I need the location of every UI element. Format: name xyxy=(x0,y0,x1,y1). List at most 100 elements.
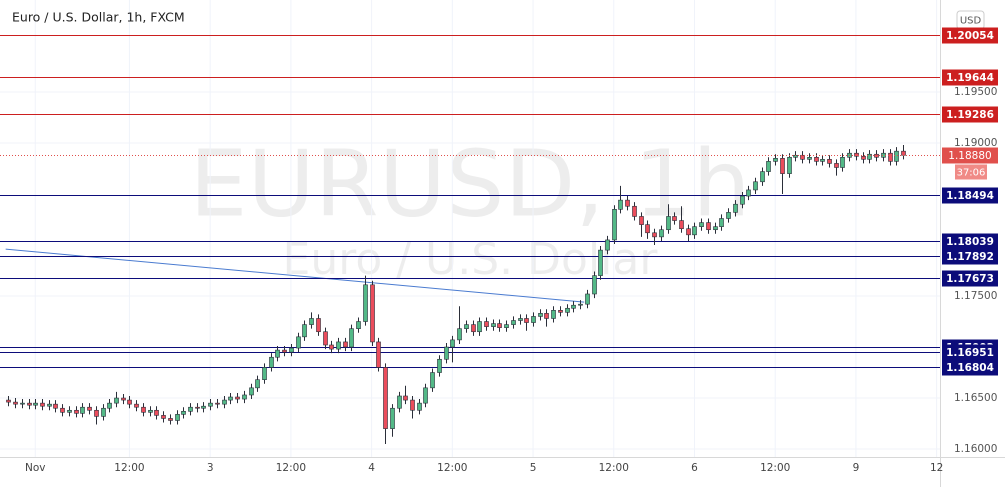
candle-body xyxy=(262,367,267,380)
candle-body xyxy=(894,150,899,162)
candle-body xyxy=(565,307,570,313)
level-label-box xyxy=(942,270,998,287)
candle-body xyxy=(605,239,610,251)
candle-body xyxy=(87,406,92,411)
candle-body xyxy=(316,318,321,333)
level-label-box xyxy=(942,69,998,86)
level-label: 1.19644 xyxy=(946,72,994,84)
level-label-box xyxy=(942,359,998,376)
candle-body xyxy=(592,275,597,295)
y-tick-label: 1.19500 xyxy=(954,86,997,98)
candle-body xyxy=(107,402,112,409)
candle-body xyxy=(47,403,52,407)
candle-body xyxy=(773,158,778,162)
candle-body xyxy=(733,203,738,213)
x-tick-label: 12:00 xyxy=(114,462,144,474)
candle-body xyxy=(141,406,146,413)
candle-body xyxy=(161,415,166,419)
candle-body xyxy=(753,181,758,191)
candle-body xyxy=(397,395,402,409)
countdown-box xyxy=(955,164,987,180)
candle-body xyxy=(208,402,213,407)
candle-body xyxy=(518,318,523,321)
candle-body xyxy=(403,395,408,401)
candle-body xyxy=(80,406,85,414)
candle-body xyxy=(376,341,381,368)
x-tick-label: 12:00 xyxy=(599,462,629,474)
candle-body xyxy=(60,407,65,413)
level-label-box xyxy=(942,27,998,44)
candle-body xyxy=(645,224,650,234)
level-label: 1.18494 xyxy=(946,190,994,202)
candle-body xyxy=(410,399,415,411)
candle-body xyxy=(323,331,328,346)
candle-body xyxy=(578,303,583,306)
chart-title: Euro / U.S. Dollar, 1h, FXCM xyxy=(12,10,185,25)
candle-body xyxy=(33,402,38,406)
y-tick-label: 1.19000 xyxy=(954,137,997,149)
candle-body xyxy=(666,216,671,231)
candle-body xyxy=(719,218,724,227)
candle-body xyxy=(249,387,254,396)
candle-body xyxy=(692,226,697,236)
level-label: 1.18039 xyxy=(946,236,994,248)
candle-body xyxy=(867,153,872,160)
candle-body xyxy=(585,293,590,305)
candle-body xyxy=(679,220,684,230)
level-label: 1.20054 xyxy=(946,30,994,42)
candle-body xyxy=(154,409,159,416)
candle-body xyxy=(437,358,442,373)
x-tick-label: 5 xyxy=(530,462,537,474)
candle-body xyxy=(242,394,247,400)
y-tick-label: 1.16500 xyxy=(954,392,997,404)
candle-body xyxy=(450,339,455,348)
level-label-box xyxy=(942,187,998,204)
candle-body xyxy=(807,156,812,160)
watermark: EURUSD, 1h xyxy=(189,130,750,237)
candle-body xyxy=(551,310,556,319)
candle-body xyxy=(558,310,563,313)
candle-body xyxy=(195,406,200,409)
level-label: 1.17892 xyxy=(946,251,994,263)
candle-body xyxy=(215,402,220,405)
candle-body xyxy=(336,341,341,350)
level-label: 1.16951 xyxy=(946,347,994,359)
candle-body xyxy=(625,199,630,207)
candle-body xyxy=(67,409,72,413)
candle-body xyxy=(834,163,839,168)
x-tick-label: 12 xyxy=(930,462,943,474)
x-tick-label: Nov xyxy=(25,462,46,474)
candle-body xyxy=(228,396,233,401)
candle-body xyxy=(255,379,260,389)
candle-body xyxy=(302,324,307,338)
candle-body xyxy=(289,347,294,353)
current-price-box xyxy=(942,147,998,164)
candle-body xyxy=(787,156,792,174)
candle-body xyxy=(538,313,543,317)
x-tick-label: 12:00 xyxy=(760,462,790,474)
candle-body xyxy=(188,406,193,412)
candle-body xyxy=(370,284,375,343)
candle-body xyxy=(74,409,79,414)
level-label-box xyxy=(942,248,998,265)
x-tick-label: 3 xyxy=(207,462,214,474)
candle-body xyxy=(861,155,866,160)
candle-body xyxy=(423,387,428,404)
candle-body xyxy=(639,216,644,225)
current-price-label: 1.18880 xyxy=(948,150,991,162)
candle-body xyxy=(699,222,704,227)
candle-body xyxy=(40,402,45,407)
trendline xyxy=(5,248,585,303)
candle-body xyxy=(672,216,677,221)
candle-body xyxy=(296,336,301,349)
candle-body xyxy=(201,405,206,409)
candle-body xyxy=(531,316,536,323)
countdown-label: 37:06 xyxy=(957,168,986,179)
level-label: 1.16804 xyxy=(946,362,994,374)
candle-body xyxy=(471,324,476,333)
candle-body xyxy=(134,403,139,408)
candle-body xyxy=(363,284,368,322)
candle-body xyxy=(275,349,280,358)
y-tick-label: 1.17500 xyxy=(954,290,997,302)
candle-body xyxy=(121,397,126,401)
